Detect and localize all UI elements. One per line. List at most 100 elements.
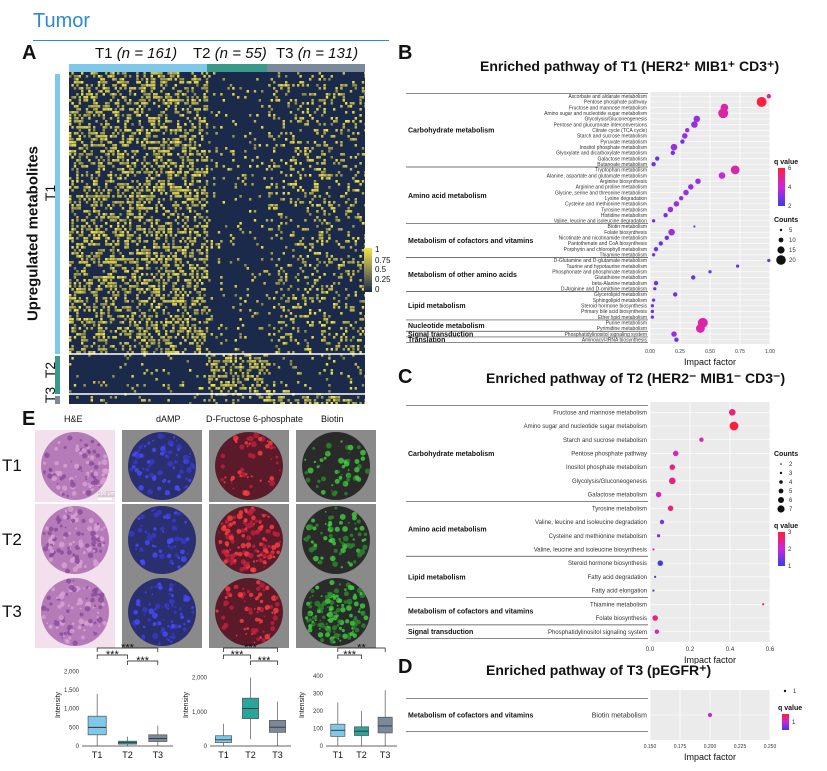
pathway-label: Pentose and glucuronate interconversions [554,122,648,128]
pathway-dot [767,258,771,263]
pathway-label: Folate biosynthesis [604,230,647,236]
pathway-dot [667,206,674,213]
pathway-dot [679,195,684,201]
pathway-label: Valine, leucine and isoleucine degradati… [554,219,648,225]
pathway-dot [766,94,771,99]
col-bar-t2 [207,64,267,72]
counts-legend-tick: 4 [789,480,793,486]
pathway-label: Tryptophan metabolism [595,168,647,174]
group-label: T1 [95,45,113,62]
col-bar-t3 [267,64,365,72]
pathway-dot [652,589,655,592]
counts-legend-title: Counts [774,217,798,224]
pathway-dot [691,121,698,128]
pathway-dot [718,108,729,119]
y-tick-label: 1,500 [64,688,80,694]
significance-label: *** [121,644,135,654]
pathway-label: Fatty acid degradation [588,575,647,581]
pathway-dot [688,184,694,190]
img-row-t2: T2 [2,530,22,549]
category-label: Signal transduction [408,332,473,339]
pathway-dot [655,156,660,161]
pathway-dot [696,324,705,333]
counts-legend-tick: 15 [789,248,796,254]
img-col-he: H&E [64,414,83,424]
x-tick-label: 0.2 [686,647,695,653]
group-label: T2 [193,45,211,62]
pathway-label: Valine, leucine and isoleucine biosynthe… [534,548,647,554]
pathway-dot [674,337,679,342]
pathway-label: Arginine and proline metabolism [576,185,647,191]
counts-legend-tick: 6 [789,498,793,504]
pathway-label: Valine, leucine and isoleucine degradati… [535,520,647,526]
pathway-label: Fructose and mannose metabolism [553,410,647,416]
category-label: T2 [356,750,367,760]
y-tick-label: 100 [313,727,324,733]
pathway-label: Nicotinate and nicotinamide metabolism [559,236,647,242]
significance-label: *** [106,649,120,661]
row-bar-t1 [55,74,60,354]
q-legend-gradient [782,714,789,730]
pathway-category: Aminoacyl-tRNA biosynthesis Translation [406,336,770,344]
pathway-label: Purine metabolism [606,321,647,327]
pathway-dot [650,309,655,314]
pathway-dot [651,162,656,167]
y-tick-label: 0 [76,744,80,750]
pathway-dot [670,150,675,156]
significance-bracket: *** [223,644,278,654]
category-label: Carbohydrate metabolism [408,128,494,135]
y-tick-label: 500 [69,725,80,731]
pathway-dot [693,225,696,228]
significance-bracket: *** [96,649,128,661]
pathway-label: Glycolysis/Gluconeogenesis [584,117,647,123]
tissue-image-biotin-t1 [296,430,376,502]
pathway-label: Glycerolipid metabolism [594,292,647,298]
significance-label: *** [343,649,357,661]
scalebar-label: 200 μm [98,491,115,497]
pathway-label: Butanoate metabolism [597,162,647,168]
pathway-category: Ascorbate and aldarate metabolismPentose… [406,93,771,168]
y-tick-label: 2,000 [64,669,80,675]
category-label: Carbohydrate metabolism [408,451,494,458]
pathway-label: D-Arginine and D-ornithine metabolism [561,287,647,293]
pathway-dot [650,304,655,308]
pathway-dot [673,201,680,207]
pathway-label: Sphingolipid metabolism [593,298,647,304]
tissue-image-he-t1 [35,430,115,502]
pathway-label: Cysteine and methionine metabolism [549,534,647,540]
pathway-label: D-Glutamine and D-glutamate metabolism [554,258,647,264]
counts-legend-dot [777,246,785,254]
q-legend-tick: 1 [792,720,796,726]
significance-bracket: *** [223,649,251,661]
pathway-dot [653,287,657,291]
pathway-label: Pentose phosphate pathway [584,100,648,106]
counts-legend-tick: 5 [789,228,793,234]
q-legend-tick: 2 [788,204,792,210]
pathway-category: Thiamine metabolism Folate biosynthesis Me… [406,597,770,622]
box [377,690,393,746]
pathway-label: Biotin metabolism [608,224,647,230]
pathway-dot [659,519,665,525]
tissue-image-he-t2 [35,504,115,576]
img-row-t1: T1 [2,456,22,475]
legend-tick-0: 0 [375,285,380,294]
heatmap-group-t3-label: T3 (n = 131) [276,45,358,62]
counts-legend-dot [778,237,784,243]
y-tick-label: 200 [313,709,324,715]
pathway-label: Ascorbate and aldarate metabolism [568,94,647,100]
x-tick-label: 0.175 [674,744,687,750]
pathway-dot [730,165,740,175]
tissue-image-biotin-t3 [296,576,376,648]
legend-gradient [364,248,372,292]
y-axis-label: Intensity [183,691,190,718]
significance-label: *** [244,644,258,654]
pathway-dot [680,139,685,144]
pathway-dot [653,246,659,252]
x-tick-label: 0.225 [734,744,747,750]
pathway-label: Thiamine metabolism [599,253,647,259]
x-tick-label: 1.00 [765,349,775,355]
pathway-label: Pyrimidine metabolism [597,326,647,332]
category-label: T1 [218,750,229,760]
pathway-category: D-Glutamine and D-glutamate metabolismTa… [406,257,771,293]
pathway-label: Steroid hormone biosynthesis [581,304,647,310]
